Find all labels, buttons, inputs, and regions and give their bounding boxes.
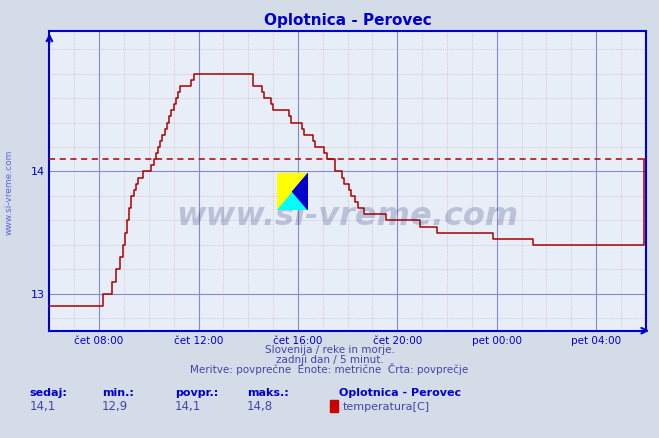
Text: zadnji dan / 5 minut.: zadnji dan / 5 minut. [275,355,384,365]
Polygon shape [293,173,308,210]
Polygon shape [277,173,308,210]
Text: temperatura[C]: temperatura[C] [343,402,430,412]
Text: 14,1: 14,1 [175,399,201,413]
Text: maks.:: maks.: [247,389,289,399]
Text: sedaj:: sedaj: [30,389,67,399]
Text: Oplotnica - Perovec: Oplotnica - Perovec [339,389,461,399]
Text: www.si-vreme.com: www.si-vreme.com [5,150,14,235]
Text: Meritve: povprečne  Enote: metrične  Črta: povprečje: Meritve: povprečne Enote: metrične Črta:… [190,363,469,375]
Text: 14,8: 14,8 [247,399,273,413]
Text: 12,9: 12,9 [102,399,129,413]
Text: min.:: min.: [102,389,134,399]
Title: Oplotnica - Perovec: Oplotnica - Perovec [264,13,432,28]
Text: 14,1: 14,1 [30,399,56,413]
Text: povpr.:: povpr.: [175,389,218,399]
Polygon shape [277,173,308,210]
Text: Slovenija / reke in morje.: Slovenija / reke in morje. [264,345,395,355]
Text: www.si-vreme.com: www.si-vreme.com [177,201,519,232]
